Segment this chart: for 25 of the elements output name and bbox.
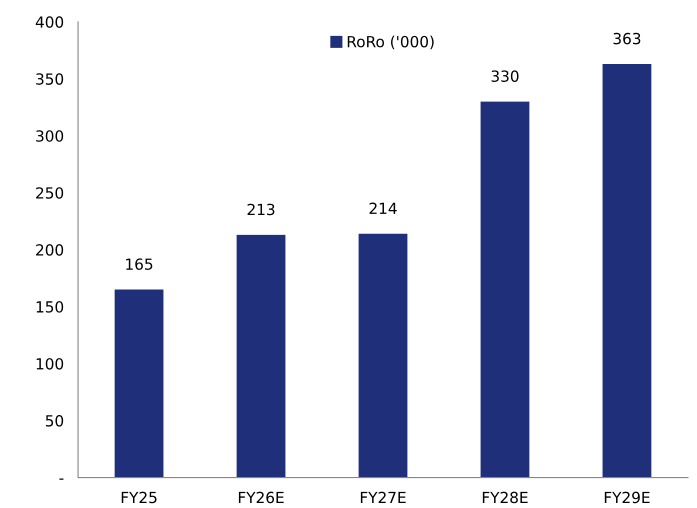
data-label: 165 bbox=[126, 258, 152, 270]
y-tick-label: 350 bbox=[36, 73, 64, 85]
y-tick-label: 250 bbox=[36, 187, 64, 199]
x-tick-label: FY26E bbox=[238, 492, 284, 504]
y-tick-label: 100 bbox=[36, 358, 64, 370]
data-label: 213 bbox=[248, 204, 274, 216]
x-tick-label: FY27E bbox=[360, 492, 406, 504]
y-tick-label: - bbox=[59, 478, 64, 480]
bar bbox=[358, 234, 408, 478]
y-tick-label: 200 bbox=[36, 244, 64, 256]
bar bbox=[114, 290, 164, 478]
x-tick-label: FY28E bbox=[482, 492, 528, 504]
x-tick-label: FY25 bbox=[122, 492, 156, 504]
y-tick-label: 150 bbox=[36, 301, 64, 313]
x-tick-label: FY29E bbox=[604, 492, 650, 504]
data-label: 330 bbox=[492, 70, 519, 82]
bar bbox=[236, 234, 286, 478]
data-label: 363 bbox=[614, 32, 640, 44]
legend-label: RoRo ('000) bbox=[348, 36, 434, 50]
bar bbox=[602, 64, 652, 478]
bar bbox=[480, 102, 530, 478]
data-label: 214 bbox=[370, 202, 397, 214]
y-tick-label: 400 bbox=[36, 16, 64, 28]
y-tick-label: 50 bbox=[46, 415, 64, 427]
y-tick-label: 300 bbox=[36, 130, 64, 142]
